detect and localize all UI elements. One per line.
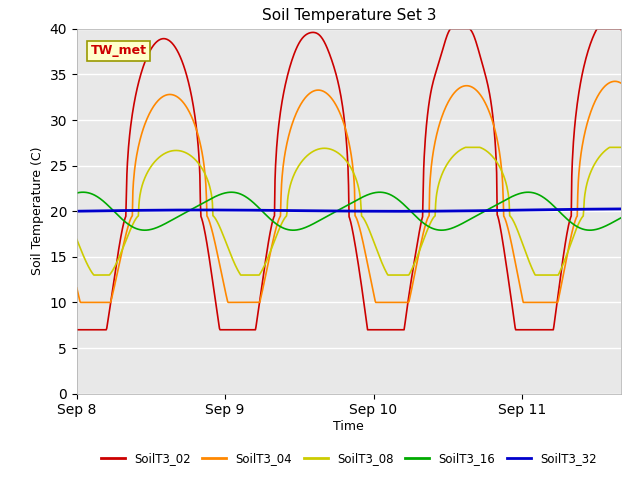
SoilT3_32 bbox=[293, 208, 301, 214]
SoilT3_32 bbox=[508, 207, 515, 213]
SoilT3_08 bbox=[294, 165, 301, 171]
SoilT3_08 bbox=[508, 216, 516, 221]
SoilT3_16 bbox=[314, 219, 321, 225]
SoilT3_08 bbox=[447, 156, 455, 162]
SoilT3_16 bbox=[617, 215, 625, 221]
Legend: SoilT3_02, SoilT3_04, SoilT3_08, SoilT3_16, SoilT3_32: SoilT3_02, SoilT3_04, SoilT3_08, SoilT3_… bbox=[96, 447, 602, 469]
SoilT3_04 bbox=[498, 166, 506, 172]
SoilT3_16 bbox=[447, 226, 455, 231]
SoilT3_08 bbox=[499, 169, 506, 175]
SoilT3_02 bbox=[508, 297, 515, 303]
SoilT3_02 bbox=[312, 30, 320, 36]
Line: SoilT3_04: SoilT3_04 bbox=[77, 81, 621, 302]
SoilT3_08 bbox=[313, 147, 321, 153]
SoilT3_04 bbox=[73, 285, 81, 291]
SoilT3_04 bbox=[617, 80, 625, 86]
Y-axis label: Soil Temperature (C): Soil Temperature (C) bbox=[31, 147, 44, 276]
Title: Soil Temperature Set 3: Soil Temperature Set 3 bbox=[262, 9, 436, 24]
SoilT3_08 bbox=[73, 237, 81, 242]
SoilT3_16 bbox=[294, 227, 301, 233]
SoilT3_08 bbox=[462, 144, 470, 150]
SoilT3_08 bbox=[129, 221, 137, 227]
Line: SoilT3_02: SoilT3_02 bbox=[77, 29, 621, 330]
SoilT3_04 bbox=[313, 87, 321, 93]
SoilT3_16 bbox=[141, 228, 148, 233]
SoilT3_32 bbox=[392, 208, 400, 214]
SoilT3_02 bbox=[447, 26, 454, 32]
SoilT3_08 bbox=[90, 272, 98, 278]
SoilT3_04 bbox=[508, 240, 515, 246]
SoilT3_04 bbox=[129, 188, 137, 194]
SoilT3_32 bbox=[73, 208, 81, 214]
SoilT3_04 bbox=[611, 78, 619, 84]
SoilT3_32 bbox=[617, 206, 625, 212]
SoilT3_16 bbox=[508, 194, 516, 200]
SoilT3_16 bbox=[228, 189, 236, 195]
Text: TW_met: TW_met bbox=[90, 44, 147, 57]
SoilT3_16 bbox=[129, 224, 136, 229]
Line: SoilT3_08: SoilT3_08 bbox=[77, 147, 621, 275]
SoilT3_04 bbox=[447, 95, 455, 100]
Line: SoilT3_32: SoilT3_32 bbox=[77, 209, 621, 211]
SoilT3_04 bbox=[294, 108, 301, 114]
SoilT3_02 bbox=[293, 45, 301, 50]
Line: SoilT3_16: SoilT3_16 bbox=[77, 192, 621, 230]
SoilT3_08 bbox=[617, 144, 625, 150]
SoilT3_32 bbox=[447, 208, 455, 214]
SoilT3_32 bbox=[129, 207, 136, 213]
SoilT3_02 bbox=[447, 26, 455, 32]
SoilT3_02 bbox=[73, 327, 81, 333]
SoilT3_02 bbox=[617, 26, 625, 32]
SoilT3_02 bbox=[129, 111, 136, 117]
X-axis label: Time: Time bbox=[333, 420, 364, 433]
SoilT3_04 bbox=[77, 300, 84, 305]
SoilT3_16 bbox=[73, 190, 81, 196]
SoilT3_16 bbox=[499, 199, 506, 204]
SoilT3_02 bbox=[498, 231, 506, 237]
SoilT3_32 bbox=[498, 207, 506, 213]
SoilT3_32 bbox=[312, 208, 320, 214]
